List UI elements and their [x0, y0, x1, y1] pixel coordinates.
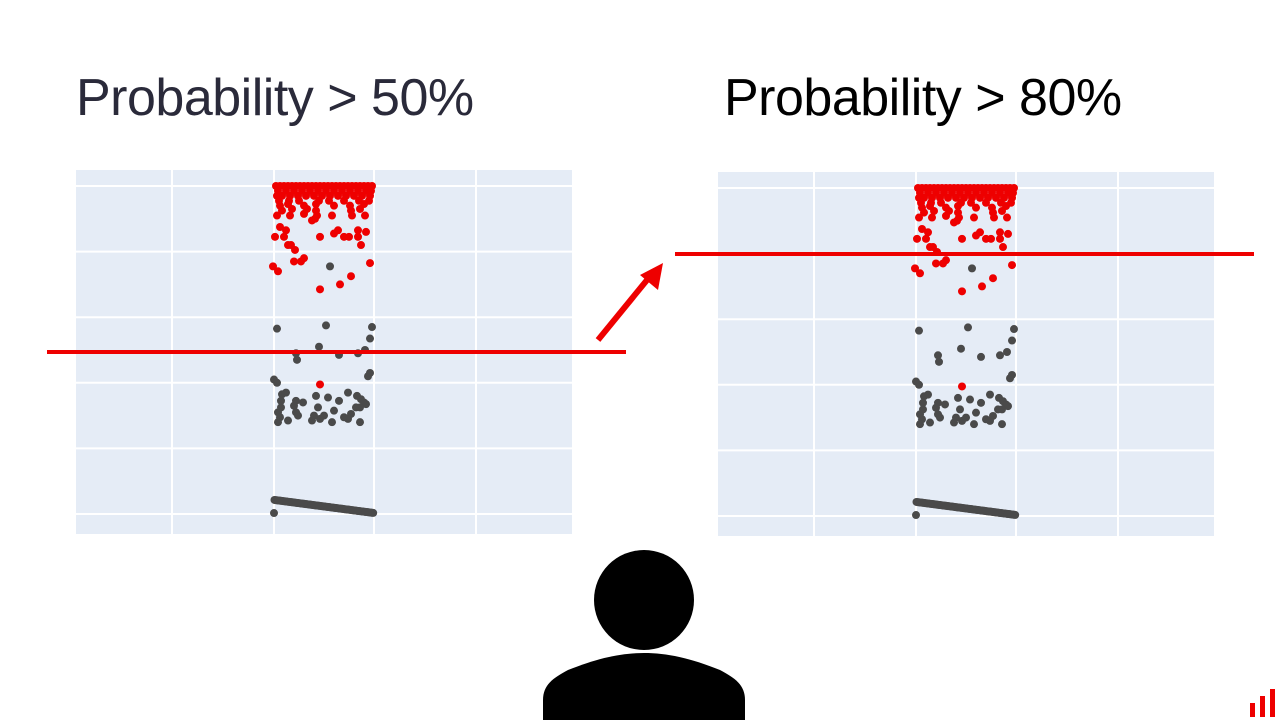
person-icon: [543, 550, 745, 720]
right-plot-canvas: [718, 172, 1214, 536]
left-chart-title: Probability > 50%: [76, 69, 474, 127]
arrow-up-right-icon: [595, 263, 663, 342]
left-strip-plot: [76, 170, 572, 534]
left-plot-canvas: [76, 170, 572, 534]
right-strip-plot: [718, 172, 1214, 536]
bar-chart-logo-icon: [1250, 689, 1275, 717]
right-chart-title: Probability > 80%: [724, 69, 1122, 127]
